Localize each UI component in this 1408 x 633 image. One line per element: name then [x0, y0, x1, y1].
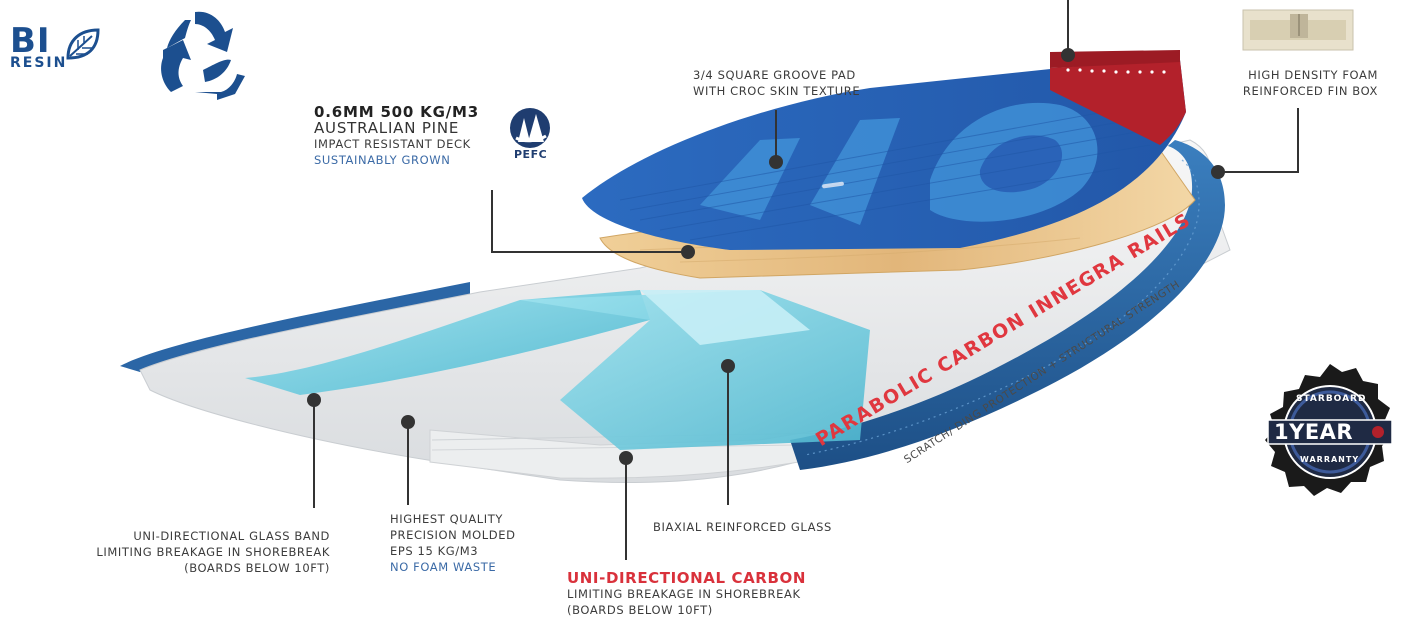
recycle-leaves-icon	[161, 11, 245, 100]
eps-label: HIGHEST QUALITY PRECISION MOLDED EPS 15 …	[390, 511, 516, 575]
glass-band-label: UNI-DIRECTIONAL GLASS BAND LIMITING BREA…	[96, 528, 330, 576]
eps-line3: EPS 15 KG/M3	[390, 544, 479, 558]
eps-line1: HIGHEST QUALITY	[390, 512, 504, 526]
bio-resin-logo: BI RESIN	[10, 24, 67, 70]
deck-pad	[582, 50, 1186, 250]
fin-box-line2: REINFORCED FIN BOX	[1242, 84, 1378, 98]
groove-pad-label: 3/4 SQUARE GROOVE PAD WITH CROC SKIN TEX…	[693, 67, 860, 99]
fin-box-label: HIGH DENSITY FOAM REINFORCED FIN BOX	[1243, 67, 1378, 99]
biaxial-line1: BIAXIAL REINFORCED GLASS	[653, 520, 832, 534]
deck-line3: IMPACT RESISTANT DECK	[314, 137, 471, 151]
warranty-top-text: STARBOARD	[1296, 394, 1367, 404]
glass-band-line3: (BOARDS BELOW 10FT)	[184, 561, 330, 575]
pefc-trees-icon	[510, 108, 550, 148]
warranty-badge	[1265, 364, 1393, 496]
warranty-main-text: 1YEAR	[1274, 420, 1354, 444]
deck-line2: AUSTRALIAN PINE	[314, 119, 460, 137]
carbon-line2: LIMITING BREAKAGE IN SHOREBREAK	[567, 587, 801, 601]
groove-pad-line1: 3/4 SQUARE GROOVE PAD	[693, 68, 856, 82]
glass-band-layer	[245, 290, 870, 450]
biaxial-label: BIAXIAL REINFORCED GLASS	[653, 519, 832, 535]
carbon-label: UNI-DIRECTIONAL CARBON LIMITING BREAKAGE…	[567, 570, 806, 618]
fin-box-line1: HIGH DENSITY FOAM	[1248, 68, 1378, 82]
glass-band-line1: UNI-DIRECTIONAL GLASS BAND	[133, 529, 330, 543]
pefc-label: PEFC	[514, 148, 548, 161]
resin-logo-text: RESIN	[10, 55, 68, 71]
bio-logo-text: BI	[10, 21, 51, 61]
carbon-line3: (BOARDS BELOW 10FT)	[567, 603, 713, 617]
callout-dots	[307, 48, 1225, 465]
glass-band-line2: LIMITING BREAKAGE IN SHOREBREAK	[96, 545, 330, 559]
leaf-icon	[66, 28, 100, 60]
deck-line4: SUSTAINABLY GROWN	[314, 153, 451, 167]
deck-line1: 0.6MM 500 KG/M3	[314, 103, 479, 121]
deck-label: 0.6MM 500 KG/M3 AUSTRALIAN PINE IMPACT R…	[314, 104, 479, 168]
warranty-bottom-text: WARRANTY	[1300, 455, 1360, 464]
fin-box-image	[1242, 9, 1354, 51]
carbon-line1: UNI-DIRECTIONAL CARBON	[567, 569, 806, 587]
eps-line4: NO FOAM WASTE	[390, 560, 497, 574]
groove-pad-line2: WITH CROC SKIN TEXTURE	[693, 84, 861, 98]
callout-lines	[313, 0, 1299, 560]
eps-line2: PRECISION MOLDED	[390, 528, 516, 542]
